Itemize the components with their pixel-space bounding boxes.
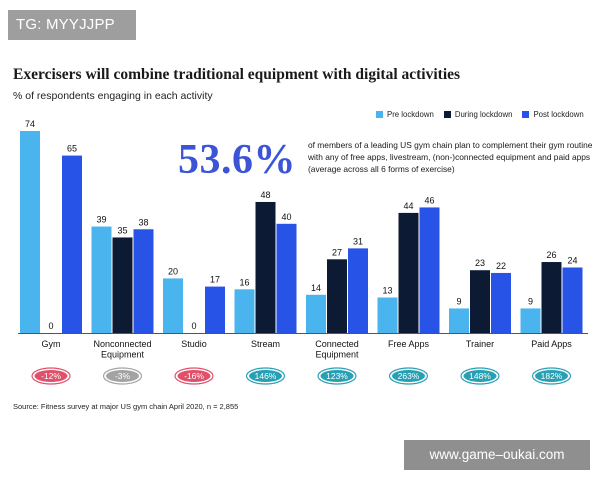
bar-during-nonconnected-equipment <box>112 237 133 333</box>
change-pill-nonconnected-equipment <box>106 370 139 382</box>
legend-label-post: Post lockdown <box>533 110 584 119</box>
category-label-free-apps: Free Apps <box>388 339 430 349</box>
bar-pre-stream <box>234 289 255 333</box>
legend-item-during: During lockdown <box>443 110 513 119</box>
bar-post-free-apps <box>419 207 440 333</box>
change-pill-free-apps <box>392 370 425 382</box>
change-label-connected-equipment: 123% <box>326 371 348 381</box>
headline-description: of members of a leading US gym chain pla… <box>308 140 593 174</box>
bar-post-nonconnected-equipment <box>133 229 154 333</box>
data-label-during-trainer: 23 <box>475 258 485 268</box>
bar-pre-studio <box>163 278 183 333</box>
bar-pre-paid-apps <box>520 308 541 333</box>
legend-swatch-during <box>443 111 451 118</box>
bar-pre-trainer <box>449 308 469 333</box>
category-label-studio: Studio <box>181 339 207 349</box>
watermark-top: TG: MYYJJPP <box>8 10 136 40</box>
bar-pre-gym <box>20 131 40 333</box>
bar-post-studio <box>205 286 225 333</box>
data-label-post-nonconnected-equipment: 38 <box>138 217 148 227</box>
chart-title: Exercisers will combine traditional equi… <box>13 66 461 83</box>
legend-swatch-post <box>522 111 530 118</box>
data-label-during-nonconnected-equipment: 35 <box>117 225 127 235</box>
change-pill-gym <box>34 370 68 382</box>
data-label-post-trainer: 22 <box>496 261 506 271</box>
change-pill-studio <box>177 370 211 382</box>
data-label-during-free-apps: 44 <box>403 201 413 211</box>
data-label-pre-paid-apps: 9 <box>528 296 533 306</box>
legend-label-during: During lockdown <box>454 110 513 119</box>
change-label-stream: 146% <box>255 371 277 381</box>
bar-during-connected-equipment <box>327 259 347 333</box>
category-label-nonconnected-equipment: Nonconnected Equipment <box>93 339 151 360</box>
data-label-during-studio: 0 <box>191 321 196 331</box>
legend-item-pre: Pre lockdown <box>376 110 434 119</box>
data-label-pre-gym: 74 <box>25 119 35 129</box>
category-label-paid-apps: Paid Apps <box>531 339 572 349</box>
change-label-free-apps: 263% <box>398 371 420 381</box>
category-label-gym: Gym <box>42 339 61 349</box>
category-label-stream: Stream <box>251 339 280 349</box>
data-label-post-connected-equipment: 31 <box>353 236 363 246</box>
data-label-pre-trainer: 9 <box>456 296 461 306</box>
change-pill-stream <box>249 370 282 382</box>
data-label-pre-nonconnected-equipment: 39 <box>96 215 106 225</box>
headline-stat: 53.6% <box>178 137 296 183</box>
bar-chart: 74 0 65 Gym -12% 39 35 38 Nonconnected Equipment -… <box>18 119 588 385</box>
data-label-post-stream: 40 <box>281 212 291 222</box>
watermark-bottom: www.game–oukai.com <box>404 440 590 470</box>
change-label-trainer: 148% <box>469 371 491 381</box>
legend-item-post: Post lockdown <box>522 110 584 119</box>
change-label-studio: -16% <box>184 371 204 381</box>
bar-post-paid-apps <box>562 267 583 333</box>
bar-during-free-apps <box>398 212 419 333</box>
data-label-during-paid-apps: 26 <box>546 250 556 260</box>
data-label-during-gym: 0 <box>48 321 53 331</box>
chart-subtitle: % of respondents engaging in each activi… <box>13 90 213 102</box>
bar-pre-connected-equipment <box>306 294 326 333</box>
bar-during-trainer <box>470 270 490 333</box>
change-pill-paid-apps <box>535 370 568 382</box>
change-pill-connected-equipment <box>320 370 354 382</box>
data-label-pre-studio: 20 <box>168 266 178 276</box>
legend: Pre lockdown During lockdown Post lockdo… <box>376 110 594 119</box>
data-label-post-free-apps: 46 <box>424 195 434 205</box>
bar-post-stream <box>276 223 297 333</box>
change-pill-trainer <box>463 370 497 382</box>
source-note: Source: Fitness survey at major US gym c… <box>13 402 239 411</box>
bar-pre-free-apps <box>377 297 398 333</box>
change-label-gym: -12% <box>41 371 61 381</box>
data-label-pre-stream: 16 <box>239 277 249 287</box>
change-label-nonconnected-equipment: -3% <box>115 371 131 381</box>
bar-post-connected-equipment <box>348 248 368 333</box>
bar-post-trainer <box>491 272 511 333</box>
category-label-connected-equipment: Connected Equipment <box>315 339 359 360</box>
change-label-paid-apps: 182% <box>541 371 563 381</box>
data-label-post-gym: 65 <box>67 144 77 154</box>
data-label-pre-free-apps: 13 <box>382 286 392 296</box>
data-label-post-studio: 17 <box>210 275 220 285</box>
category-label-trainer: Trainer <box>466 339 494 349</box>
bar-during-paid-apps <box>541 262 562 333</box>
bar-during-stream <box>255 201 276 333</box>
data-label-pre-connected-equipment: 14 <box>311 283 321 293</box>
data-label-during-stream: 48 <box>260 190 270 200</box>
legend-label-pre: Pre lockdown <box>387 110 434 119</box>
data-label-post-paid-apps: 24 <box>567 255 577 265</box>
bar-pre-nonconnected-equipment <box>91 226 112 333</box>
data-label-during-connected-equipment: 27 <box>332 247 342 257</box>
bar-post-gym <box>62 155 82 333</box>
legend-swatch-pre <box>376 111 383 118</box>
